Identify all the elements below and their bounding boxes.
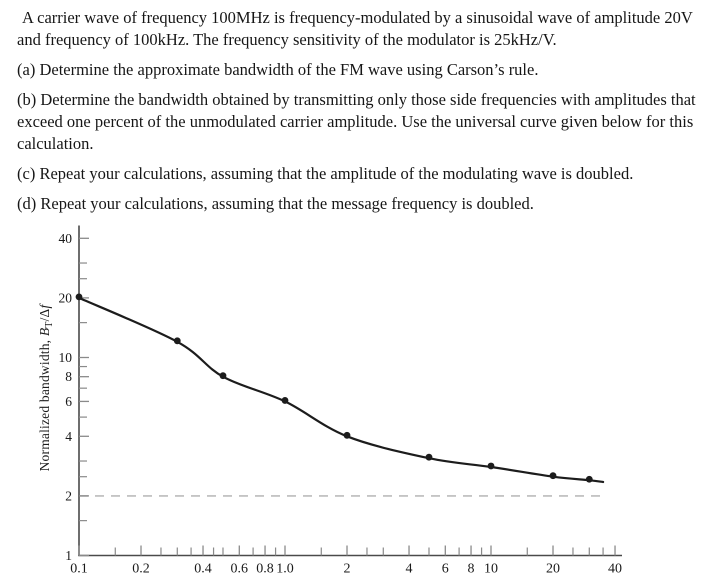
y-tick-label: 40 bbox=[59, 231, 73, 246]
y-tick-label: 10 bbox=[59, 350, 73, 365]
data-point-marker bbox=[173, 337, 181, 345]
part-a-paragraph: (a) Determine the approximate bandwidth … bbox=[17, 59, 697, 81]
x-tick-label: 2 bbox=[344, 562, 351, 577]
part-c-label: (c) bbox=[17, 164, 36, 183]
y-axis-label-symbol-B: B bbox=[37, 327, 52, 337]
data-point-marker bbox=[549, 472, 557, 480]
part-d-text: Repeat your calculations, assuming that … bbox=[40, 194, 534, 213]
data-point-marker bbox=[281, 397, 289, 404]
y-axis-label-subscript-T: T bbox=[44, 321, 55, 328]
x-tick-label: 4 bbox=[406, 562, 413, 577]
part-b-label: (b) bbox=[17, 90, 37, 109]
universal-curve-path bbox=[77, 296, 605, 484]
data-point-marker bbox=[425, 453, 433, 461]
y-axis-label-text: Normalized bandwidth, bbox=[37, 336, 52, 472]
part-a-label: (a) bbox=[17, 60, 36, 79]
part-b-text: Determine the bandwidth obtained by tran… bbox=[17, 90, 696, 153]
part-b-paragraph: (b) Determine the bandwidth obtained by … bbox=[17, 89, 697, 155]
chart-canvas: 0.1 0.2 0.4 0.6 0.8 1.0 2 4 6 8 10 20 40 1 2 4 6 8 10 20 40 bbox=[59, 225, 622, 577]
problem-statement: A carrier wave of frequency 100MHz is fr… bbox=[0, 0, 711, 223]
x-tick-label: 0.1 bbox=[70, 562, 88, 577]
x-tick-label: 0.6 bbox=[231, 562, 249, 577]
part-a-text: Determine the approximate bandwidth of t… bbox=[39, 60, 539, 79]
x-tick-label: 0.2 bbox=[132, 562, 150, 577]
x-tick-label: 6 bbox=[442, 562, 449, 577]
y-tick-label: 6 bbox=[65, 394, 72, 409]
x-tick-label: 0.8 bbox=[256, 562, 274, 577]
y-tick-label: 4 bbox=[65, 429, 72, 444]
y-tick-label: 1 bbox=[65, 548, 72, 563]
y-tick-label: 2 bbox=[65, 488, 72, 503]
x-tick-label: 0.4 bbox=[194, 562, 212, 577]
universal-curve-chart: 0.1 0.2 0.4 0.6 0.8 1.0 2 4 6 8 10 20 40 1 2 4 6 8 10 20 40 bbox=[0, 225, 711, 583]
y-tick-label: 20 bbox=[59, 290, 73, 305]
part-d-paragraph: (d) Repeat your calculations, assuming t… bbox=[17, 193, 697, 215]
y-axis-label: Normalized bandwidth, BT/Δf bbox=[37, 304, 55, 472]
x-tick-label: 1.0 bbox=[276, 562, 294, 577]
data-point-marker bbox=[343, 431, 351, 439]
data-point-marker bbox=[219, 372, 227, 380]
y-tick-label: 8 bbox=[65, 369, 72, 384]
part-c-text: Repeat your calculations, assuming that … bbox=[39, 164, 634, 183]
x-tick-label: 20 bbox=[546, 562, 560, 577]
data-point-marker bbox=[75, 293, 83, 301]
x-tick-label: 8 bbox=[468, 562, 475, 577]
x-tick-label: 40 bbox=[608, 562, 622, 577]
data-point-marker bbox=[585, 475, 593, 483]
y-axis-label-symbol-f: f bbox=[37, 304, 52, 309]
part-c-paragraph: (c) Repeat your calculations, assuming t… bbox=[17, 163, 697, 185]
part-d-label: (d) bbox=[17, 194, 37, 213]
intro-paragraph: A carrier wave of frequency 100MHz is fr… bbox=[17, 8, 693, 49]
y-axis-label-slash-delta: /Δ bbox=[37, 308, 52, 322]
x-tick-label: 10 bbox=[484, 562, 498, 577]
data-point-marker bbox=[487, 462, 495, 470]
